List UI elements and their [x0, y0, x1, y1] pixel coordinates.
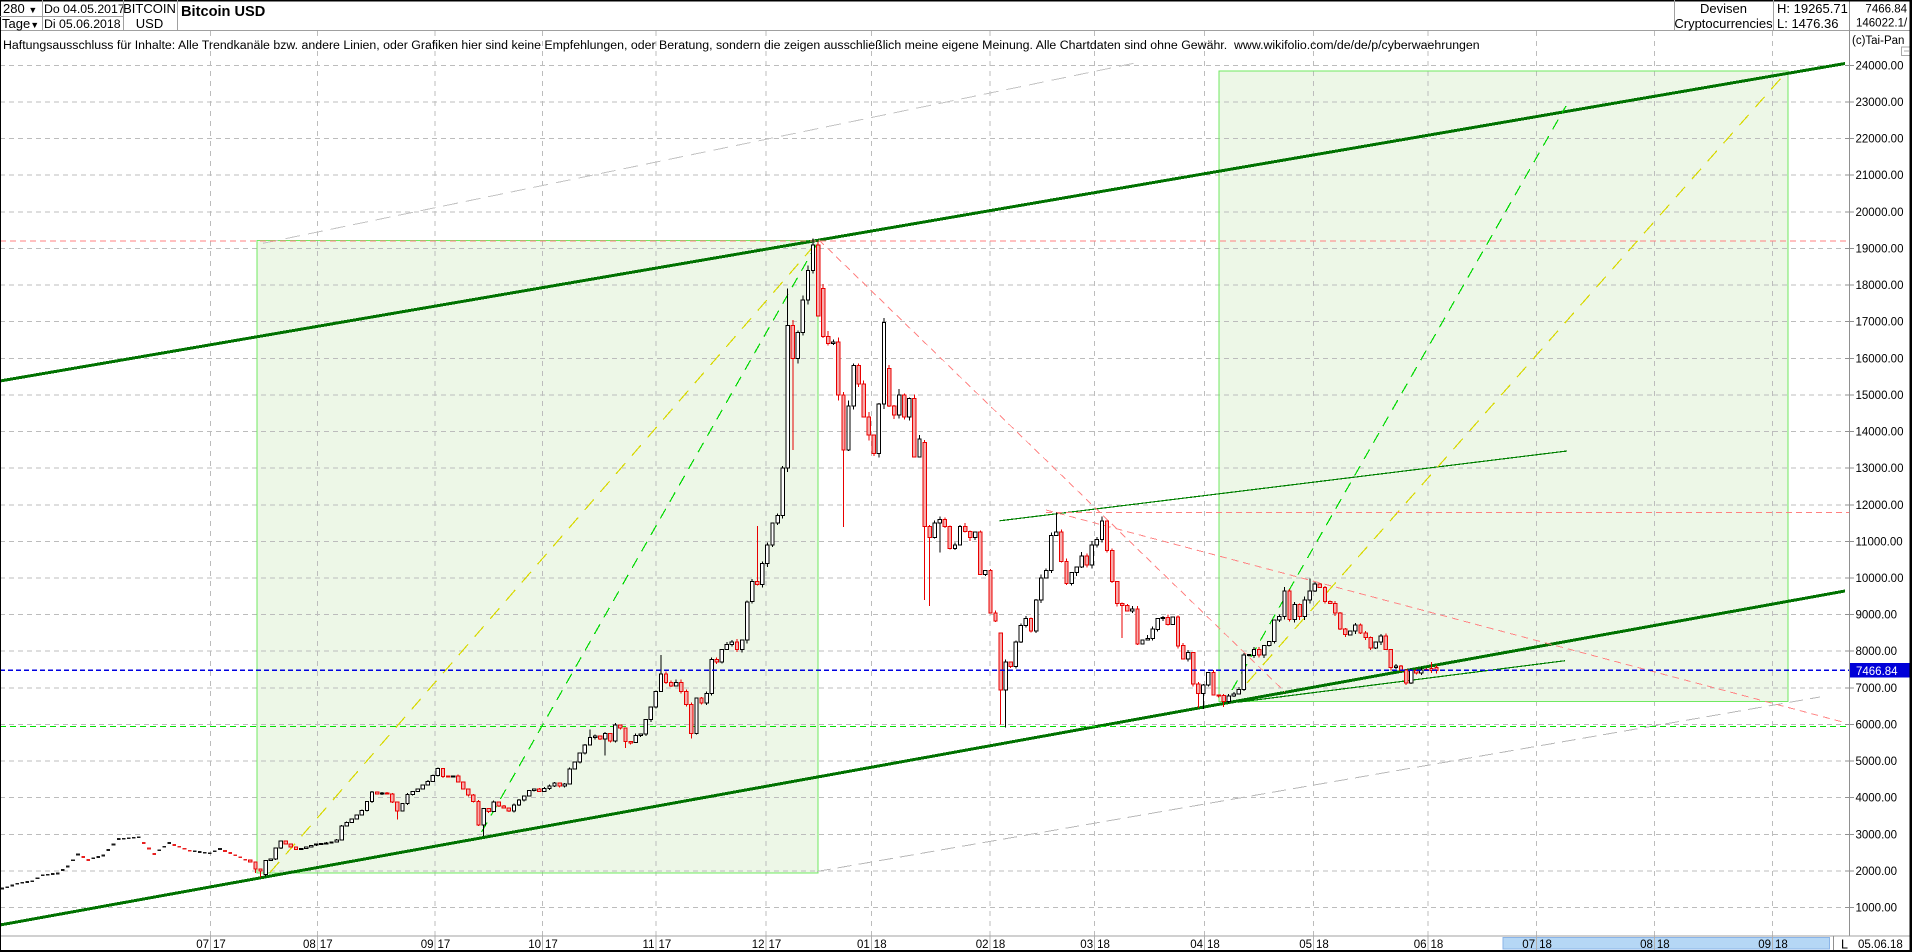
svg-text:8000.00: 8000.00 — [1856, 646, 1898, 658]
svg-text:17: 17 — [769, 939, 782, 951]
svg-text:4000.00: 4000.00 — [1856, 793, 1898, 805]
svg-text:12000.00: 12000.00 — [1856, 500, 1904, 512]
svg-text:5000.00: 5000.00 — [1856, 756, 1898, 768]
svg-text:14000.00: 14000.00 — [1856, 427, 1904, 439]
svg-text:18: 18 — [1539, 939, 1552, 951]
svg-text:07: 07 — [1522, 939, 1535, 951]
svg-text:7000.00: 7000.00 — [1856, 683, 1898, 695]
svg-text:7466.84: 7466.84 — [1865, 4, 1907, 16]
svg-text:08: 08 — [1640, 939, 1653, 951]
svg-text:11000.00: 11000.00 — [1856, 536, 1903, 548]
svg-text:01: 01 — [857, 939, 870, 951]
svg-text:7466.84: 7466.84 — [1856, 666, 1898, 678]
svg-text:11: 11 — [643, 939, 655, 951]
svg-text:17: 17 — [659, 939, 672, 951]
svg-text:(c)Tai-Pan: (c)Tai-Pan — [1852, 35, 1904, 47]
svg-text:6000.00: 6000.00 — [1856, 719, 1898, 731]
svg-text:18: 18 — [1097, 939, 1110, 951]
svg-text:03: 03 — [1080, 939, 1093, 951]
svg-text:18: 18 — [1207, 939, 1220, 951]
svg-text:05: 05 — [1299, 939, 1312, 951]
svg-text:05.06.18: 05.06.18 — [1858, 939, 1903, 951]
svg-text:1000.00: 1000.00 — [1856, 903, 1898, 915]
svg-text:06: 06 — [1414, 939, 1427, 951]
svg-text:22000.00: 22000.00 — [1856, 134, 1904, 146]
svg-text:12: 12 — [752, 939, 765, 951]
svg-text:07: 07 — [196, 939, 209, 951]
svg-text:04: 04 — [1190, 939, 1203, 951]
svg-text:08: 08 — [303, 939, 316, 951]
svg-text:18: 18 — [874, 939, 887, 951]
svg-text:21000.00: 21000.00 — [1856, 170, 1904, 182]
svg-text:10000.00: 10000.00 — [1856, 573, 1904, 585]
svg-text:18: 18 — [1316, 939, 1329, 951]
svg-text:13000.00: 13000.00 — [1856, 463, 1904, 475]
svg-text:16000.00: 16000.00 — [1856, 353, 1904, 365]
svg-text:3000.00: 3000.00 — [1856, 829, 1898, 841]
svg-text:10: 10 — [528, 939, 541, 951]
svg-text:24000.00: 24000.00 — [1856, 60, 1904, 72]
svg-text:18: 18 — [993, 939, 1006, 951]
svg-text:17: 17 — [438, 939, 451, 951]
svg-text:2000.00: 2000.00 — [1856, 866, 1898, 878]
svg-text:18: 18 — [1657, 939, 1670, 951]
svg-text:18000.00: 18000.00 — [1856, 280, 1904, 292]
svg-text:146022.1/: 146022.1/ — [1856, 18, 1908, 30]
svg-text:17: 17 — [545, 939, 558, 951]
svg-text:02: 02 — [976, 939, 989, 951]
svg-text:09: 09 — [421, 939, 434, 951]
svg-text:17: 17 — [320, 939, 333, 951]
svg-text:17: 17 — [213, 939, 226, 951]
svg-text:L: L — [1841, 938, 1848, 952]
svg-text:17000.00: 17000.00 — [1856, 317, 1904, 329]
svg-text:19000.00: 19000.00 — [1856, 244, 1904, 256]
svg-text:9000.00: 9000.00 — [1856, 610, 1898, 622]
svg-text:20000.00: 20000.00 — [1856, 207, 1904, 219]
svg-text:09: 09 — [1758, 939, 1771, 951]
svg-text:23000.00: 23000.00 — [1856, 97, 1904, 109]
svg-text:18: 18 — [1775, 939, 1788, 951]
svg-text:18: 18 — [1431, 939, 1444, 951]
svg-text:15000.00: 15000.00 — [1856, 390, 1904, 402]
